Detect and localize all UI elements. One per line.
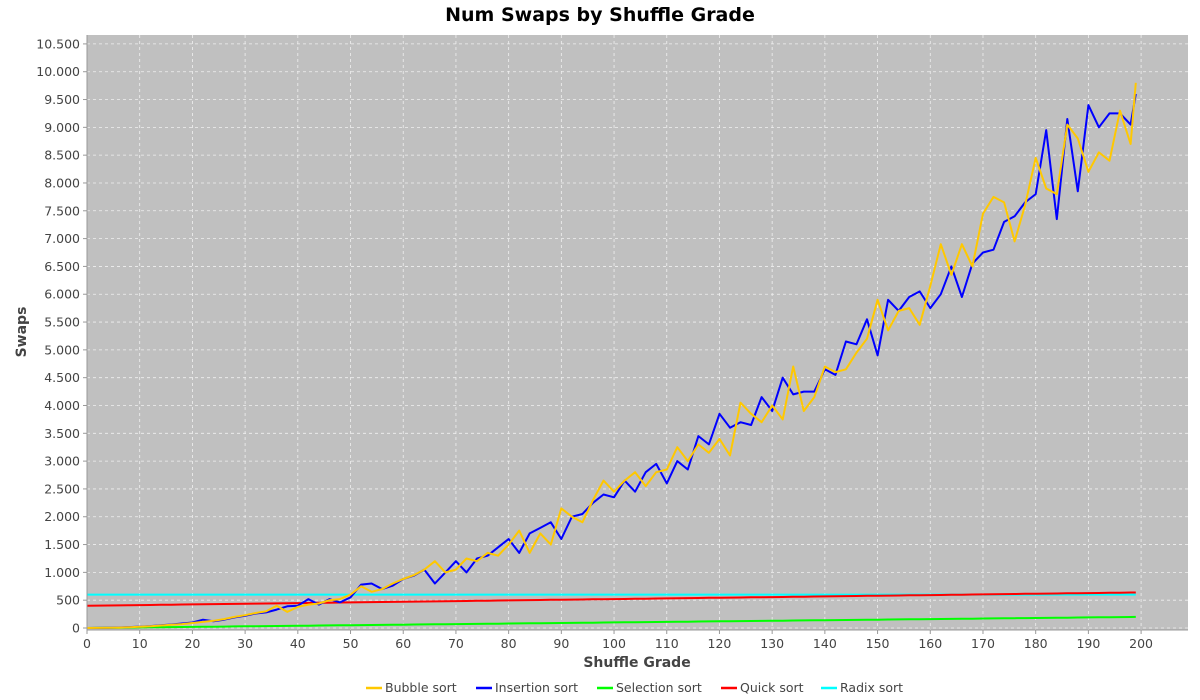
y-tick-label: 1.000 (44, 565, 80, 580)
y-tick-label: 7.500 (44, 203, 80, 218)
x-tick-label: 200 (1129, 636, 1153, 651)
chart-title: Num Swaps by Shuffle Grade (445, 4, 755, 26)
x-tick-label: 70 (448, 636, 464, 651)
y-tick-label: 3.500 (44, 426, 80, 441)
y-tick-label: 10.500 (36, 36, 80, 51)
y-tick-label: 0 (72, 620, 80, 635)
x-axis-ticks: 0 10 20 30 40 50 60 70 80 90 100 110 120 130 140 150 160… (83, 630, 1153, 651)
x-tick-label: 110 (655, 636, 679, 651)
x-tick-label: 180 (1024, 636, 1048, 651)
legend-label: Quick sort (740, 680, 804, 695)
x-tick-label: 100 (602, 636, 626, 651)
y-tick-label: 5.000 (44, 342, 80, 357)
legend-label: Radix sort (840, 680, 903, 695)
legend: Bubble sort Insertion sort Selection sort Q… (366, 680, 903, 695)
y-axis-label: Swaps (14, 307, 30, 358)
x-tick-label: 50 (343, 636, 359, 651)
x-tick-label: 40 (290, 636, 306, 651)
y-tick-label: 4.000 (44, 398, 80, 413)
x-tick-label: 90 (553, 636, 569, 651)
x-axis-label: Shuffle Grade (583, 655, 690, 671)
y-tick-label: 9.000 (44, 120, 80, 135)
legend-item: Bubble sort (366, 680, 457, 695)
x-tick-label: 120 (708, 636, 732, 651)
y-tick-label: 8.000 (44, 175, 80, 190)
x-tick-label: 20 (184, 636, 200, 651)
series-line-selection-sort (86, 615, 1136, 629)
legend-item: Insertion sort (476, 680, 578, 695)
x-tick-label: 80 (501, 636, 517, 651)
y-axis-ticks: 0 500 1.000 1.500 2.000 2.500 3.000 3.500 4.000 4… (36, 36, 87, 635)
y-tick-label: 10.000 (36, 64, 80, 79)
y-tick-label: 2.500 (44, 481, 80, 496)
y-tick-label: 9.500 (44, 92, 80, 107)
legend-item: Radix sort (821, 680, 903, 695)
y-tick-label: 2.000 (44, 509, 80, 524)
x-tick-label: 190 (1076, 636, 1100, 651)
y-tick-label: 1.500 (44, 537, 80, 552)
x-tick-label: 30 (237, 636, 253, 651)
x-tick-label: 60 (395, 636, 411, 651)
legend-label: Selection sort (616, 680, 702, 695)
x-tick-label: 0 (83, 636, 91, 651)
x-tick-label: 150 (866, 636, 890, 651)
x-tick-label: 10 (132, 636, 148, 651)
series-line-quick-sort (86, 591, 1136, 607)
y-tick-label: 4.500 (44, 370, 80, 385)
x-tick-label: 130 (760, 636, 784, 651)
y-tick-label: 6.000 (44, 287, 80, 302)
legend-label: Bubble sort (385, 680, 457, 695)
y-tick-label: 6.500 (44, 259, 80, 274)
series-line-bubble-sort (86, 82, 1137, 629)
plot-area (87, 35, 1188, 630)
y-tick-label: 8.500 (44, 148, 80, 163)
y-tick-label: 3.000 (44, 454, 80, 469)
x-tick-label: 170 (971, 636, 995, 651)
legend-label: Insertion sort (495, 680, 578, 695)
y-tick-label: 5.500 (44, 315, 80, 330)
x-tick-label: 160 (918, 636, 942, 651)
legend-item: Quick sort (721, 680, 804, 695)
x-tick-label: 140 (813, 636, 837, 651)
y-tick-label: 500 (56, 593, 80, 608)
series-lines (86, 82, 1137, 629)
y-tick-label: 7.000 (44, 231, 80, 246)
legend-item: Selection sort (597, 680, 702, 695)
